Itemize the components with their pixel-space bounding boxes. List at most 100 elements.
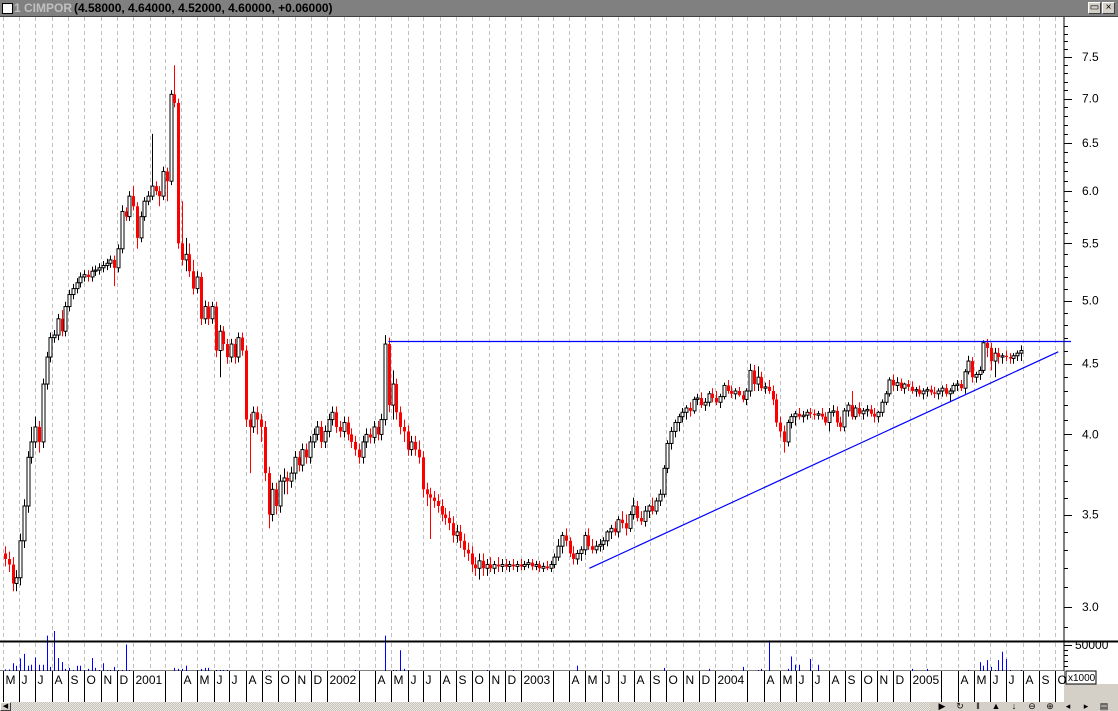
price-chart[interactable]: 3.0 3.5 4.0 4.5 5.0 5.5 6.0 6.5 7.0 7.5 50000 x10… [0,17,1118,702]
candle-body-up [361,441,366,458]
candle-body-down [222,331,225,345]
options-icon[interactable]: ▤ [1099,701,1109,711]
candle-body-down [1009,357,1012,359]
candle [364,428,369,449]
candle [14,570,19,592]
scroll-left-button[interactable]: ◀ [0,702,11,711]
candle [452,516,455,543]
horizontal-scrollbar[interactable] [0,702,930,711]
candle-body-down [489,564,492,569]
candle-body-up [552,556,557,566]
month-label: D [508,673,517,687]
candle-body-down [249,419,252,427]
candle-body-up [105,262,110,267]
candle [146,191,151,206]
candle [236,332,241,363]
candle [286,471,289,495]
candle [658,489,663,506]
candle [251,406,256,433]
volume-tick-label: 50000 [1075,638,1109,652]
next-icon[interactable]: ▸ [1083,701,1089,711]
arrow-left-icon: ◀ [2,703,9,710]
candle-body-down [727,385,730,391]
candle [278,474,283,513]
month-gridlines [3,17,1056,671]
candle [515,560,520,573]
candle-body-down [538,564,541,569]
candle [727,379,730,394]
candle [335,406,338,433]
date-axis-background [0,671,1064,702]
plot-background [0,17,1064,684]
candle-body-up [56,318,61,336]
candle-body-down [945,388,948,394]
candle [695,393,700,406]
close-button[interactable]: × [1102,2,1115,14]
candle [132,186,135,211]
candle-body-down [587,535,590,547]
trendlines[interactable] [388,340,1071,569]
month-label: 2003 [524,673,551,687]
restore-button[interactable]: ▭ [1088,2,1101,14]
month-label: J [38,673,44,687]
candle [181,201,184,266]
zoom-in-icon[interactable]: ⊕ [1046,701,1054,711]
candle-body-down [350,434,353,442]
candle [925,386,930,397]
candle [327,413,332,438]
scroll-right-icon[interactable]: ▶ [938,701,946,711]
month-label: A [572,673,580,687]
candle-body-up [914,389,919,392]
candle-body-up [827,411,832,424]
zoom-out-icon[interactable]: ⊖ [1028,701,1036,711]
candle [779,416,782,438]
month-label: N [880,673,889,687]
candle [22,499,27,548]
candle-body-up [142,200,147,218]
candle [955,379,960,391]
candle [744,388,749,406]
candle [786,419,791,447]
month-label: J [217,673,223,687]
candle [772,385,775,406]
candle-body-up [541,565,546,569]
prev-icon[interactable]: ◂ [1065,701,1071,711]
candle [26,451,31,513]
candle-body-down [821,413,824,417]
candle-body-down [569,540,572,554]
month-label: N [492,673,501,687]
support-trendline[interactable] [589,351,1059,569]
candle [760,371,763,391]
candle-body-up [323,430,328,443]
candle [733,388,738,400]
candle-body-down [215,306,218,351]
candle [90,266,95,282]
candle-body-up [229,343,234,358]
candle-body-up [575,552,580,560]
month-label: N [104,673,113,687]
candle [330,406,335,426]
arrow-up-icon[interactable]: ▲ [991,701,1001,711]
candle-body-up [26,456,31,507]
candle-body-up [1011,355,1016,359]
candle-body-down [155,186,158,192]
candle-body-down [444,514,447,518]
candle-body-up [315,426,320,435]
candle-body-up [654,500,659,512]
candle-body-up [846,404,851,412]
candle-body-down [377,426,380,435]
candle-body-up [364,433,369,443]
pause-icon[interactable]: ‖ [976,701,980,711]
candle-body-down [779,422,782,432]
candle [594,540,599,554]
refresh-icon[interactable]: ↻ [956,701,964,711]
candle [793,410,798,426]
candle-body-down [241,337,244,351]
candle-body-up [330,411,335,421]
month-label: J [605,673,611,687]
candle [722,382,727,400]
month-label: D [702,673,711,687]
candle [200,272,203,325]
price-tick-label: 4.5 [1082,357,1099,371]
arrow-down-icon[interactable]: ↓ [1011,701,1017,711]
